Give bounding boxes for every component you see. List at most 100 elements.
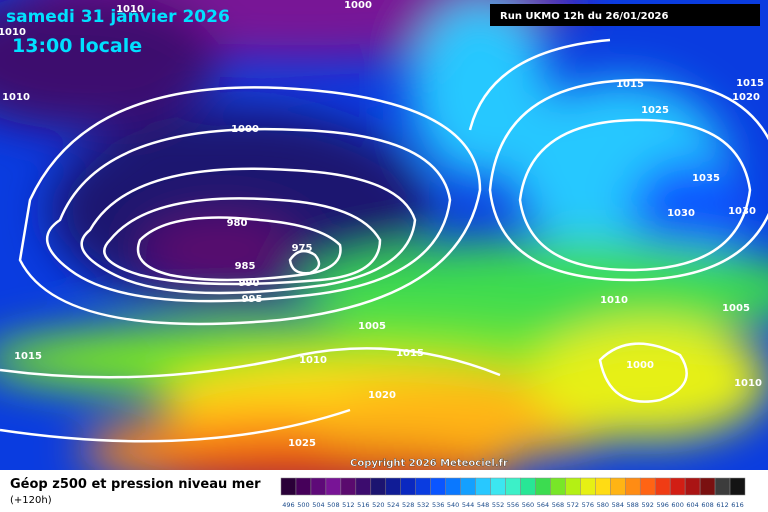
isobar-label: 985 (235, 261, 256, 272)
color-scale: 496 500 504 508 512 516 520 524 528 532 536 540 544 5… (280, 477, 746, 509)
scale-label: 520 (372, 501, 384, 509)
scale-label: 516 (357, 501, 369, 509)
scale-swatch (520, 477, 536, 496)
scale-swatch (580, 477, 596, 496)
isobar-label: 1010 (0, 27, 26, 38)
scale-swatch (490, 477, 506, 496)
isobar-label: 1000 (626, 360, 654, 371)
isobar-label: 1030 (728, 206, 756, 217)
scale-swatch (385, 477, 401, 496)
scale-swatch (400, 477, 416, 496)
scale-label: 496 (282, 501, 294, 509)
isobar-label: 1020 (368, 390, 396, 401)
scale-swatch (325, 477, 342, 496)
isobar-label: 1015 (736, 78, 764, 89)
time: 13:00 locale (12, 35, 142, 57)
isobar-label: 1015 (616, 79, 644, 90)
scale-swatch (295, 477, 312, 496)
scale-label: 508 (327, 501, 339, 509)
scale-label: 524 (387, 501, 399, 509)
scale-swatch (714, 477, 731, 496)
run: Run UKMO 12h du 26/01/2026 (500, 11, 669, 22)
scale-swatch (505, 477, 521, 496)
isobar-label: 1000 (344, 0, 372, 11)
scale-label: 512 (342, 501, 354, 509)
isobar-label: 1020 (732, 92, 760, 103)
scale-swatch (610, 477, 626, 496)
isobar-label: 995 (242, 294, 263, 305)
isobar-labels: 1010 1000 1010 1010 1000 980 975 985 990 995 1005 1… (0, 0, 764, 449)
scale-label: 568 (552, 501, 564, 509)
scale-swatch (550, 477, 566, 496)
scale-swatch (475, 477, 491, 496)
scale-swatch (565, 477, 581, 496)
isobar-label: 1010 (299, 355, 327, 366)
date: samedi 31 janvier 2026 (6, 7, 230, 27)
scale-label: 500 (297, 501, 309, 509)
scale-label: 536 (432, 501, 444, 509)
scale-swatch (415, 477, 431, 496)
scale-label: 580 (597, 501, 609, 509)
scale-label: 556 (507, 501, 519, 509)
isobar-label: 1015 (396, 348, 424, 359)
scale-swatch (445, 477, 461, 496)
scale-swatch (684, 477, 701, 496)
scale-swatch (355, 477, 372, 496)
isobar-label: 1010 (2, 92, 30, 103)
footer-title: Géop z500 et pression niveau mer (10, 477, 261, 492)
isobar-label: 1025 (641, 105, 669, 116)
field (0, 0, 768, 470)
isobar-label: 1005 (358, 321, 386, 332)
run-box (490, 4, 760, 26)
scale-label: 572 (567, 501, 579, 509)
isobar-label: 1035 (692, 173, 720, 184)
scale-swatch (639, 477, 656, 496)
isobar-label: 1030 (667, 208, 695, 219)
scale-swatch (280, 477, 297, 496)
scale-label: 528 (402, 501, 414, 509)
scale-label: 540 (447, 501, 459, 509)
scale-label: 616 (731, 501, 743, 509)
scale-label: 612 (716, 501, 728, 509)
isobar-label: 1010 (600, 295, 628, 306)
scale-swatch (595, 477, 611, 496)
scale-label: 592 (641, 501, 653, 509)
scale-swatch (430, 477, 446, 496)
scale-label: 604 (686, 501, 698, 509)
scale-label: 600 (671, 501, 683, 509)
isobar-label: 1025 (288, 438, 316, 449)
scale-label: 608 (701, 501, 713, 509)
scale-swatch (625, 477, 641, 496)
scale-swatch (370, 477, 387, 496)
scale-label: 584 (612, 501, 624, 509)
scale-swatch (699, 477, 716, 496)
isobar-label: 1015 (14, 351, 42, 362)
scale-swatch (535, 477, 551, 496)
scale-label: 576 (582, 501, 594, 509)
isobar-label: 1010 (116, 4, 144, 15)
scale-label: 552 (492, 501, 504, 509)
isobar-label: 975 (292, 243, 313, 254)
scale-label: 588 (627, 501, 639, 509)
scale-swatch (340, 477, 357, 496)
copyright: Copyright 2026 Meteociel.fr (350, 458, 508, 469)
scale-label: 504 (312, 501, 324, 509)
scale-label: 544 (462, 501, 474, 509)
scale-swatch (669, 477, 686, 496)
scale-label: 564 (537, 501, 549, 509)
scale-label: 548 (477, 501, 489, 509)
scale-swatch (654, 477, 671, 496)
isobar-label: 1005 (722, 303, 750, 314)
scale-label: 560 (522, 501, 534, 509)
scale-label: 596 (656, 501, 668, 509)
isobar-label: 980 (227, 218, 248, 229)
scale-swatch (729, 477, 746, 496)
isobar-label: 990 (239, 278, 260, 289)
scale-swatch (460, 477, 476, 496)
scale-swatch (310, 477, 327, 496)
scale-label: 532 (417, 501, 429, 509)
footer-lead: (+120h) (10, 495, 52, 506)
isobar-label: 1010 (734, 378, 762, 389)
